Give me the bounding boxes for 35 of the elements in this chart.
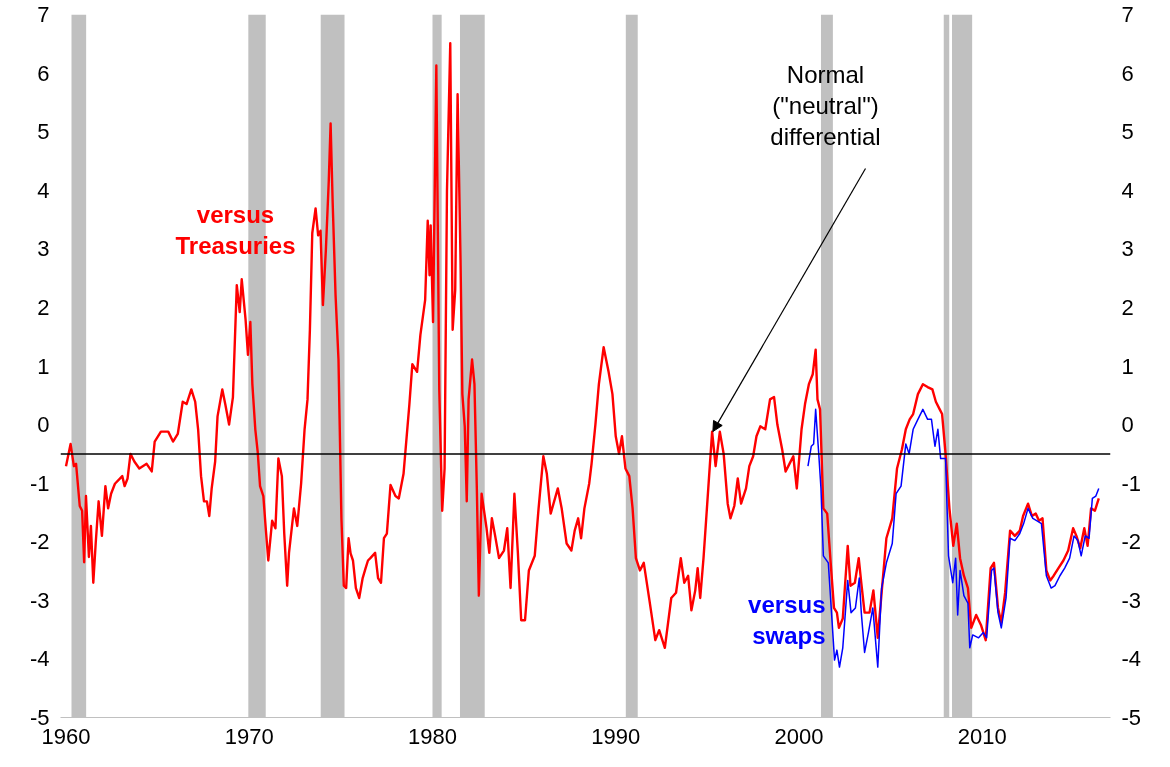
y-tick-label: 6 [37, 60, 50, 86]
y2-tick-label: 5 [1121, 119, 1134, 145]
line-series [64, 42, 1100, 649]
y-tick-label: -2 [29, 529, 50, 555]
series-label: versus swaps [748, 590, 826, 649]
y2-tick-label: -2 [1121, 529, 1142, 555]
y2-tick-label: -1 [1121, 470, 1142, 496]
y2-tick-label: 2 [1121, 294, 1134, 320]
y2-tick-label: 6 [1121, 60, 1134, 86]
y-tick-label: -1 [29, 470, 50, 496]
series-label: versus Treasuries [175, 200, 296, 259]
y-tick-label: -5 [29, 705, 50, 730]
x-tick-label: 1990 [591, 723, 641, 749]
y2-tick-label: 1 [1121, 353, 1134, 379]
y-tick-label: 7 [37, 2, 50, 27]
y-tick-label: 3 [37, 236, 50, 262]
y2-tick-label: 7 [1121, 2, 1134, 27]
y-tick-label: 4 [37, 177, 50, 203]
y-tick-label: 5 [37, 119, 50, 145]
y-tick-label: -3 [29, 587, 50, 613]
y-tick-label: 2 [37, 294, 50, 320]
x-tick-label: 2010 [957, 723, 1007, 749]
y2-tick-label: -3 [1121, 587, 1142, 613]
y-tick-label: 1 [37, 353, 50, 379]
x-tick-label: 1970 [224, 723, 274, 749]
x-tick-label: 2000 [774, 723, 824, 749]
y2-tick-label: 0 [1121, 412, 1134, 438]
y2-tick-label: 3 [1121, 236, 1134, 262]
y2-tick-label: -5 [1121, 705, 1142, 730]
annotation: Normal ("neutral") differential [770, 60, 881, 150]
x-tick-label: 1980 [408, 723, 457, 749]
y2-tick-label: 4 [1121, 177, 1134, 203]
y-tick-label: 0 [37, 412, 50, 438]
y-tick-label: -4 [29, 646, 50, 672]
y2-tick-label: -4 [1121, 646, 1142, 672]
